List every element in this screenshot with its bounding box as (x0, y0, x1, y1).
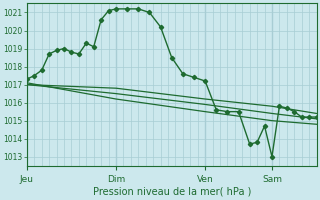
X-axis label: Pression niveau de la mer( hPa ): Pression niveau de la mer( hPa ) (92, 187, 251, 197)
